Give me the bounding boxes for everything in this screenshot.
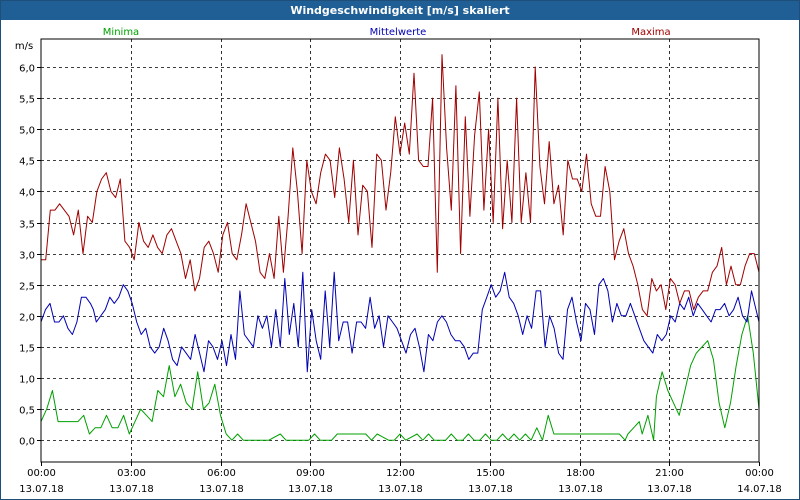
y-axis-unit: m/s — [15, 41, 33, 52]
window-title: Windgeschwindigkeit [m/s] skaliert — [1, 1, 799, 20]
y-tick-label: 4,0 — [19, 188, 35, 199]
axes: 0,0 0,5 1,0 1,5 2,0 2,5 3,0 3,5 4,0 4,5 5,0 5,5 6,0 m… — [15, 38, 782, 495]
series-lines — [40, 54, 760, 441]
x-tick-time-label: 06:00 — [207, 468, 236, 479]
legend-item-mittelwerte: Mittelwerte — [370, 27, 427, 38]
series-line-mittelwerte — [40, 271, 760, 373]
series-line-minima — [40, 315, 760, 441]
x-tick-time-label: 00:00 — [745, 468, 774, 479]
series-line-maxima — [41, 54, 760, 317]
grid-lines — [41, 39, 759, 462]
x-tick-date-label: 13.07.18 — [199, 484, 244, 495]
y-tick-label: 0,0 — [19, 437, 35, 448]
x-tick-date-label: 13.07.18 — [468, 484, 513, 495]
y-tick-label: 2,0 — [19, 313, 35, 324]
legend-item-minima: Minima — [103, 27, 139, 38]
y-tick-label: 6,0 — [19, 64, 35, 75]
wind-speed-chart: 0,0 0,5 1,0 1,5 2,0 2,5 3,0 3,5 4,0 4,5 5,0 5,5 6,0 m… — [15, 27, 782, 495]
x-tick-date-label: 13.07.18 — [647, 484, 692, 495]
x-tick-time-label: 09:00 — [296, 468, 325, 479]
legend-item-maxima: Maxima — [631, 27, 670, 38]
plot-frame — [40, 38, 760, 463]
y-tick-label: 1,5 — [19, 344, 35, 355]
y-tick-label: 0,5 — [19, 406, 35, 417]
x-tick-time-label: 00:00 — [27, 468, 56, 479]
y-tick-label: 5,0 — [19, 126, 35, 137]
x-tick-date-label: 13.07.18 — [109, 484, 154, 495]
x-tick-time-label: 15:00 — [476, 468, 505, 479]
y-tick-label: 5,5 — [19, 95, 35, 106]
y-tick-label: 2,5 — [19, 282, 35, 293]
y-tick-label: 4,5 — [19, 157, 35, 168]
y-tick-label: 3,0 — [19, 251, 35, 262]
x-tick-time-label: 21:00 — [655, 468, 684, 479]
x-tick-date-label: 14.07.18 — [737, 484, 782, 495]
x-tick-date-label: 13.07.18 — [19, 484, 64, 495]
x-tick-date-label: 13.07.18 — [558, 484, 603, 495]
y-tick-label: 3,5 — [19, 220, 35, 231]
x-tick-time-label: 12:00 — [386, 468, 415, 479]
legend: Minima Mittelwerte Maxima — [103, 27, 671, 38]
y-tick-label: 1,0 — [19, 375, 35, 386]
x-tick-date-label: 13.07.18 — [378, 484, 423, 495]
x-tick-date-label: 13.07.18 — [288, 484, 333, 495]
x-tick-time-label: 03:00 — [117, 468, 146, 479]
x-tick-time-label: 18:00 — [566, 468, 595, 479]
